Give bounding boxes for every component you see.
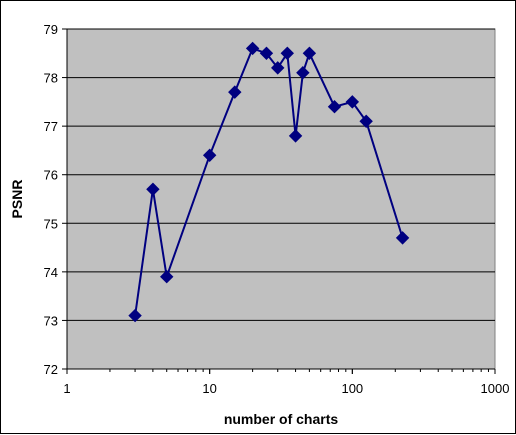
- data-point-marker: [245, 41, 260, 56]
- data-point-marker: [271, 61, 285, 75]
- data-point-marker: [302, 46, 317, 60]
- data-point-marker: [202, 148, 217, 162]
- data-point-marker: [128, 308, 142, 323]
- data-point-marker: [280, 46, 294, 60]
- y-tick-label: 79: [44, 22, 58, 37]
- x-tick-label: 100: [341, 381, 363, 396]
- data-point-marker: [160, 270, 174, 284]
- y-tick-label: 76: [44, 168, 58, 183]
- y-tick-label: 72: [44, 362, 58, 377]
- data-point-marker: [395, 231, 410, 245]
- y-tick-label: 78: [44, 71, 58, 86]
- data-point-marker: [228, 85, 242, 99]
- data-point-marker: [359, 114, 373, 128]
- grid-lines: [67, 28, 495, 321]
- data-point-marker: [288, 129, 303, 143]
- y-tick-label: 74: [44, 265, 58, 280]
- y-tick-label: 77: [44, 119, 58, 134]
- axes: [62, 28, 496, 374]
- data-point-marker: [296, 66, 310, 80]
- data-point-marker: [259, 46, 274, 60]
- tick-labels: 72 73 74 75 76 77 78 79 1 10 100 1000: [44, 22, 510, 396]
- data-point-marker: [146, 182, 160, 196]
- x-axis-title: number of charts: [224, 411, 339, 427]
- x-tick-label: 10: [202, 381, 216, 396]
- x-tick-label: 1000: [481, 381, 510, 396]
- y-tick-label: 75: [44, 216, 58, 231]
- x-tick-label: 1: [63, 381, 70, 396]
- y-axis-title: PSNR: [9, 180, 25, 219]
- data-series: [128, 41, 410, 323]
- series-line: [134, 47, 404, 316]
- data-point-marker: [327, 100, 342, 114]
- data-point-marker: [345, 95, 360, 109]
- y-tick-label: 73: [44, 313, 58, 328]
